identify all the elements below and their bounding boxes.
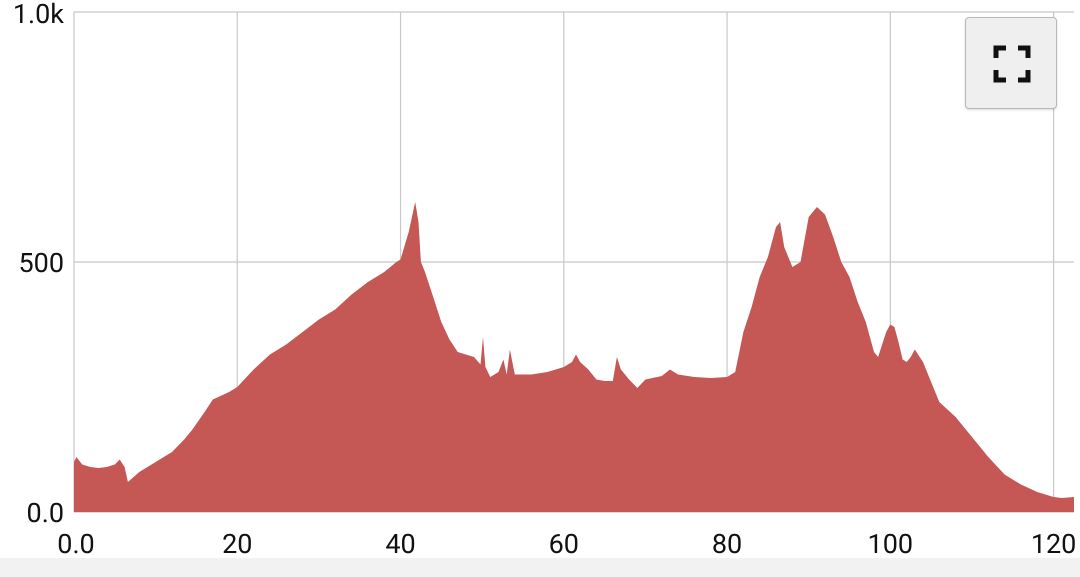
x-tick-label: 80 bbox=[712, 528, 742, 560]
x-tick-label: 20 bbox=[222, 528, 252, 560]
x-axis-tick-labels: 0.0 20 40 60 80 100 120 bbox=[57, 528, 1076, 560]
area-series bbox=[74, 202, 1074, 512]
fullscreen-icon bbox=[993, 45, 1031, 83]
x-tick-label: 60 bbox=[549, 528, 579, 560]
x-tick-label: 120 bbox=[1031, 528, 1077, 560]
x-tick-label: 100 bbox=[868, 528, 914, 560]
bottom-strip bbox=[0, 558, 1080, 577]
y-tick-label: 500 bbox=[18, 247, 64, 279]
y-tick-label: 0.0 bbox=[27, 497, 64, 529]
fullscreen-button[interactable] bbox=[965, 17, 1057, 109]
x-tick-label: 40 bbox=[385, 528, 415, 560]
elevation-chart: 0.0 500 1.0k 0.0 20 40 60 80 100 120 bbox=[13, 0, 1077, 560]
y-axis-tick-labels: 0.0 500 1.0k bbox=[13, 0, 64, 529]
x-tick-label: 0.0 bbox=[57, 528, 94, 560]
y-tick-label: 1.0k bbox=[13, 0, 64, 30]
